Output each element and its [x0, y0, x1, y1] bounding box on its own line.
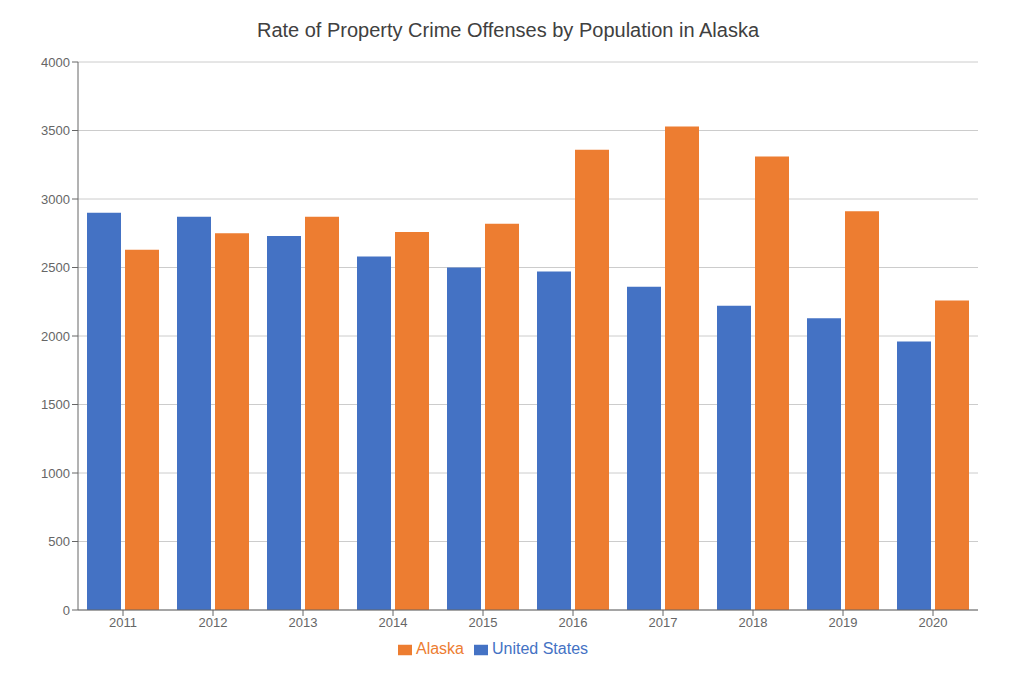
svg-text:2014: 2014 [379, 615, 408, 630]
html-text:Alaska: Alaska [416, 640, 464, 657]
svg-text:2000: 2000 [41, 329, 70, 344]
svg-text:500: 500 [48, 534, 70, 549]
svg-text:0: 0 [63, 603, 70, 618]
svg-text:3000: 3000 [41, 192, 70, 207]
svg-text:1000: 1000 [41, 466, 70, 481]
svg-text:2012: 2012 [199, 615, 228, 630]
svg-text:2015: 2015 [469, 615, 498, 630]
svg-text:3500: 3500 [41, 123, 70, 138]
html-text:United States: United States [492, 640, 588, 657]
svg-text:2500: 2500 [41, 260, 70, 275]
svg-text:4000: 4000 [41, 55, 70, 70]
svg-text:2016: 2016 [559, 615, 588, 630]
svg-text:2011: 2011 [109, 615, 137, 630]
svg-text:2017: 2017 [649, 615, 678, 630]
svg-text:2018: 2018 [739, 615, 768, 630]
html-text:Rate of Property Crime Offense: Rate of Property Crime Offenses by Popul… [256, 19, 759, 41]
svg-text:2013: 2013 [289, 615, 318, 630]
svg-text:2019: 2019 [829, 615, 858, 630]
svg-text:2020: 2020 [919, 615, 948, 630]
svg-text:1500: 1500 [41, 397, 70, 412]
